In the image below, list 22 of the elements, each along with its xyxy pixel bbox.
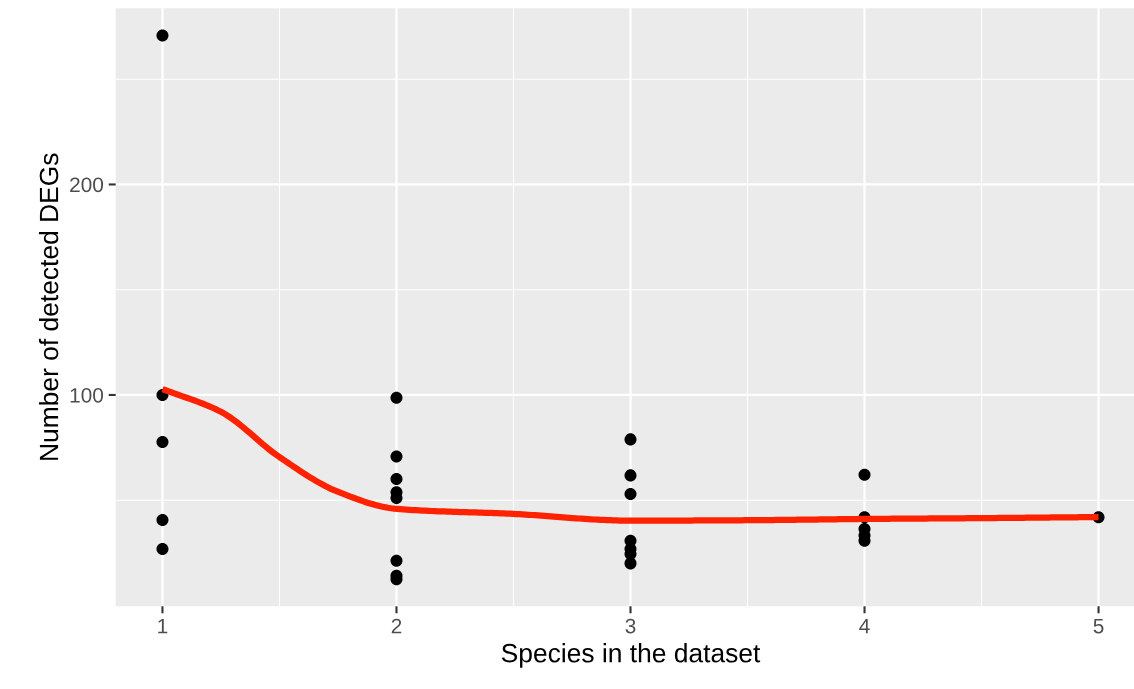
y-tick-label: 200 (70, 177, 104, 193)
point (156, 29, 169, 42)
x-tick-label: 1 (158, 618, 168, 634)
point (624, 557, 637, 570)
point (390, 554, 403, 567)
x-axis-title: Species in the dataset (501, 643, 761, 668)
x-tick-label: 3 (625, 618, 636, 634)
x-tick-label: 4 (859, 618, 870, 634)
point (390, 391, 403, 404)
point (624, 469, 637, 482)
x-tick-label: 2 (391, 618, 402, 634)
point (624, 487, 637, 500)
y-axis-title: Number of detected DEGs (38, 153, 59, 460)
x-tick-label: 5 (1093, 618, 1104, 634)
point (624, 433, 637, 446)
point (156, 543, 169, 556)
point (390, 450, 403, 463)
y-tick-label: 100 (70, 387, 104, 403)
point (156, 514, 169, 527)
point (858, 468, 871, 481)
point (156, 435, 169, 448)
point (390, 472, 403, 485)
